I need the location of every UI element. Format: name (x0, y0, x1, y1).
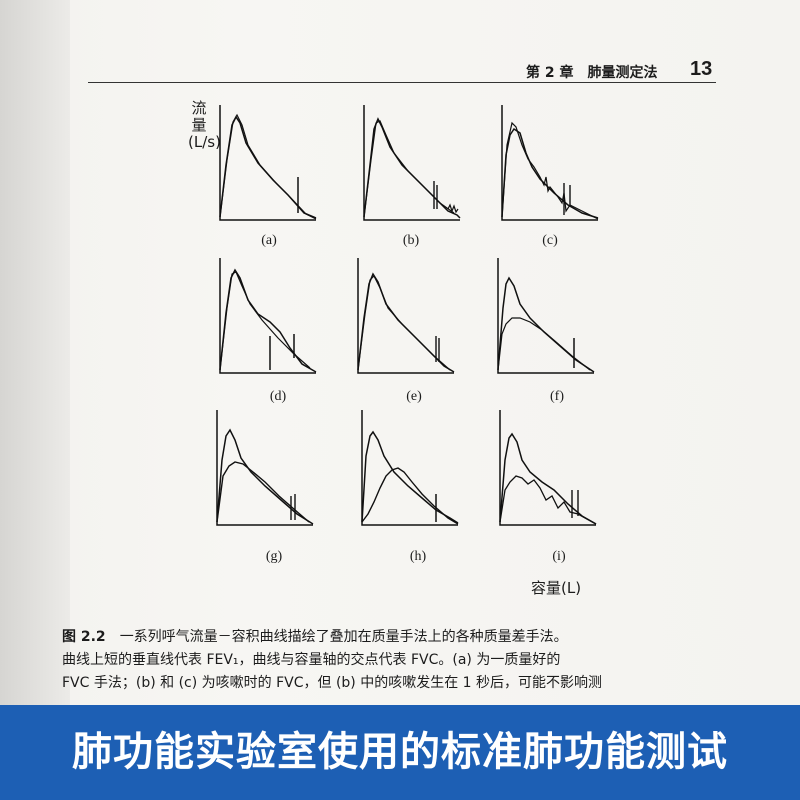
flow-volume-plot-e (357, 258, 455, 374)
flow-volume-plot-d (219, 258, 317, 374)
book-spine-shadow (0, 0, 70, 800)
figure-id: 图 2.2 (62, 629, 106, 645)
flow-volume-plot-b (363, 105, 461, 221)
flow-volume-plot-f (497, 258, 595, 374)
x-axis-label: 容量(L) (531, 579, 582, 597)
caption-line-1: 图 2.2 一系列呼气流量－容积曲线描绘了叠加在质量手法上的各种质量差手法。 (62, 626, 742, 649)
panel-g (215, 410, 315, 530)
flow-volume-plot-g (216, 410, 314, 526)
flow-volume-plot-a (219, 105, 317, 221)
y-axis-label: 流量(L/s) (188, 99, 221, 151)
banner-title: 肺功能实验室使用的标准肺功能测试 (72, 729, 728, 775)
chapter-header: 第 2 章 肺量测定法 (526, 65, 658, 81)
flow-volume-plot-c (501, 105, 599, 221)
panel-label-d: (d) (269, 389, 287, 404)
panel-label-a: (a) (261, 233, 277, 248)
panel-label-g: (g) (265, 549, 283, 564)
panel-e (356, 258, 456, 378)
panel-label-c: (c) (542, 233, 558, 248)
panel-label-b: (b) (402, 233, 420, 248)
page-number: 13 (690, 58, 713, 80)
panel-b (362, 105, 462, 225)
panel-f (496, 258, 596, 378)
flow-volume-plot-h (361, 410, 459, 526)
caption-line-2: 曲线上短的垂直线代表 FEV₁，曲线与容量轴的交点代表 FVC。(a) 为一质量… (62, 652, 561, 668)
panel-a (218, 105, 318, 225)
panel-d (218, 258, 318, 378)
caption-text-1: 一系列呼气流量－容积曲线描绘了叠加在质量手法上的各种质量差手法。 (119, 629, 568, 645)
panel-label-f: (f) (550, 389, 564, 404)
figure-caption: 图 2.2 一系列呼气流量－容积曲线描绘了叠加在质量手法上的各种质量差手法。 曲线… (62, 626, 742, 695)
header-rule (88, 82, 716, 83)
panel-h (360, 410, 460, 530)
panel-label-e: (e) (406, 389, 422, 404)
panel-i (498, 410, 598, 530)
panel-c (500, 105, 600, 225)
promo-banner: 肺功能实验室使用的标准肺功能测试 (0, 705, 800, 800)
panel-label-i: (i) (552, 549, 566, 564)
panel-label-h: (h) (409, 549, 427, 564)
caption-line-3: FVC 手法；(b) 和 (c) 为咳嗽时的 FVC，但 (b) 中的咳嗽发生在… (62, 675, 603, 691)
flow-volume-plot-i (499, 410, 597, 526)
